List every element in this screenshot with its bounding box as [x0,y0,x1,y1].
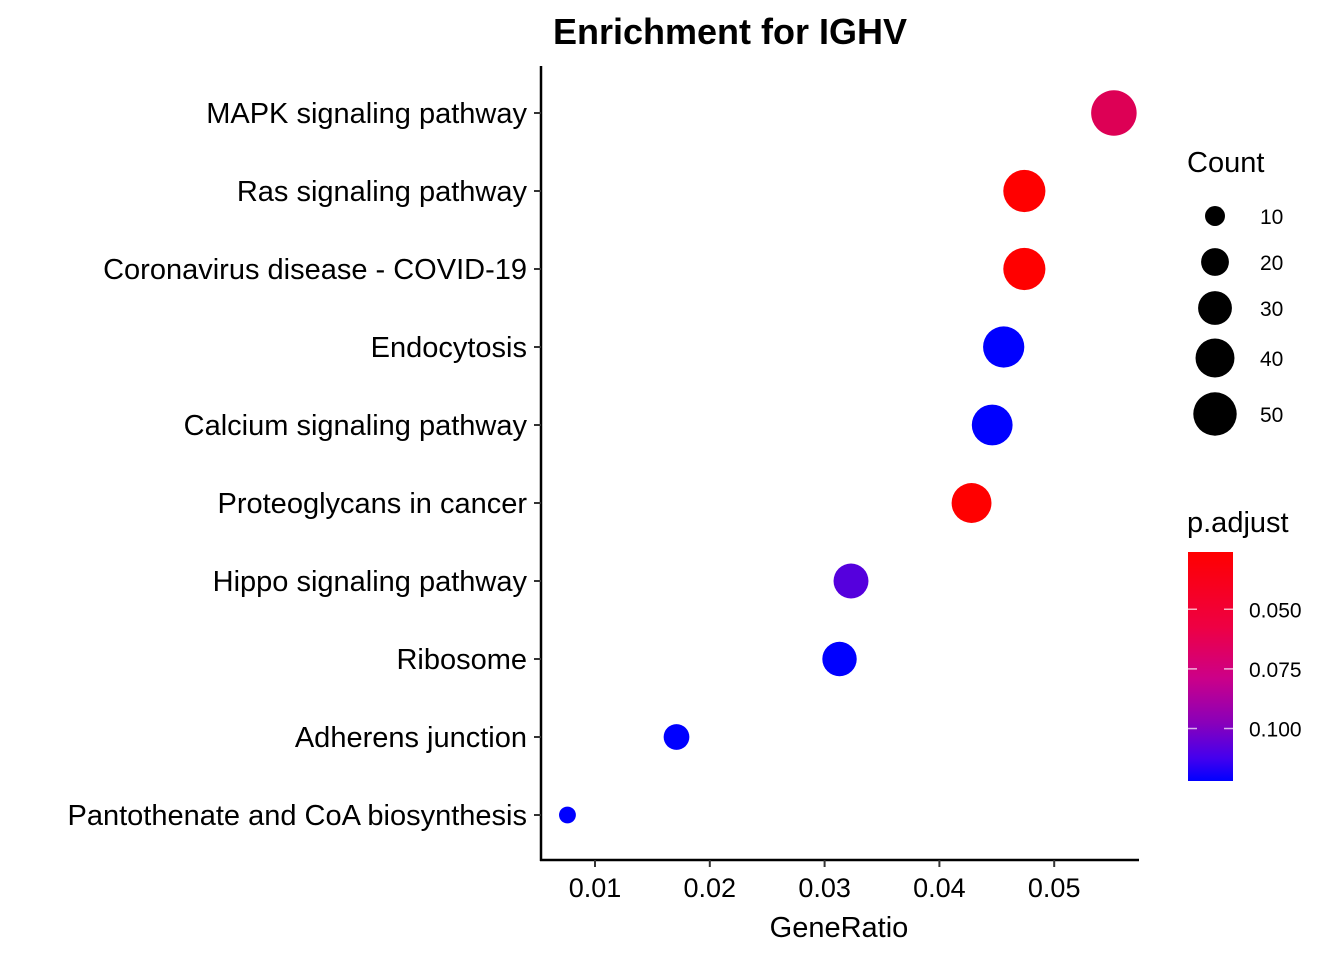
count-legend-label: 30 [1260,298,1283,321]
x-axis-label: GeneRatio [770,912,909,944]
padjust-legend-label: 0.050 [1249,599,1302,622]
y-tick-label: Adherens junction [295,722,527,754]
y-tick-label: MAPK signaling pathway [206,98,527,130]
data-point [1003,169,1046,213]
y-tick-label: Pantothenate and CoA biosynthesis [68,800,528,832]
count-legend-label: 40 [1260,348,1283,371]
data-point [663,724,690,750]
y-tick-label: Hippo signaling pathway [213,566,528,598]
data-point [951,483,992,523]
padjust-colorbar [1188,552,1233,781]
x-tick-label: 0.04 [913,873,966,903]
count-legend-key [1205,206,1225,226]
padjust-legend-title: p.adjust [1187,507,1289,539]
y-tick-label: Coronavirus disease - COVID-19 [103,254,527,286]
padjust-legend-label: 0.100 [1249,719,1302,742]
data-point [1091,90,1137,136]
padjust-legend-label: 0.075 [1249,659,1302,682]
count-legend-label: 50 [1260,404,1283,427]
count-legend-label: 20 [1260,252,1283,275]
count-legend: Count 10 20 30 40 50 [1187,147,1283,436]
data-points [559,90,1137,824]
data-point [833,563,869,599]
data-point [822,641,857,677]
x-tick-label: 0.05 [1028,873,1081,903]
x-axis-ticks: 0.01 0.02 0.03 0.04 0.05 [569,860,1081,903]
chart-title: Enrichment for IGHV [553,11,907,52]
data-point [971,404,1013,446]
data-point [559,806,576,824]
data-point [983,326,1025,368]
x-tick-label: 0.02 [684,873,737,903]
padjust-legend: p.adjust 0.050 0.075 0.100 [1187,507,1302,781]
y-tick-label: Calcium signaling pathway [184,410,528,442]
count-legend-key [1198,291,1232,325]
count-legend-key [1195,338,1235,378]
count-legend-label: 10 [1260,206,1283,229]
count-legend-title: Count [1187,147,1264,179]
axes [539,66,1139,862]
y-tick-label: Ribosome [396,644,527,676]
x-tick-label: 0.01 [569,873,622,903]
y-tick-label: Endocytosis [371,332,527,364]
count-legend-key [1193,392,1237,436]
y-axis-ticks: MAPK signaling pathway Ras signaling path… [68,98,541,832]
count-legend-key [1201,248,1229,276]
data-point [1003,247,1046,291]
x-tick-label: 0.03 [798,873,851,903]
y-tick-label: Ras signaling pathway [237,176,528,208]
y-tick-label: Proteoglycans in cancer [218,488,528,520]
